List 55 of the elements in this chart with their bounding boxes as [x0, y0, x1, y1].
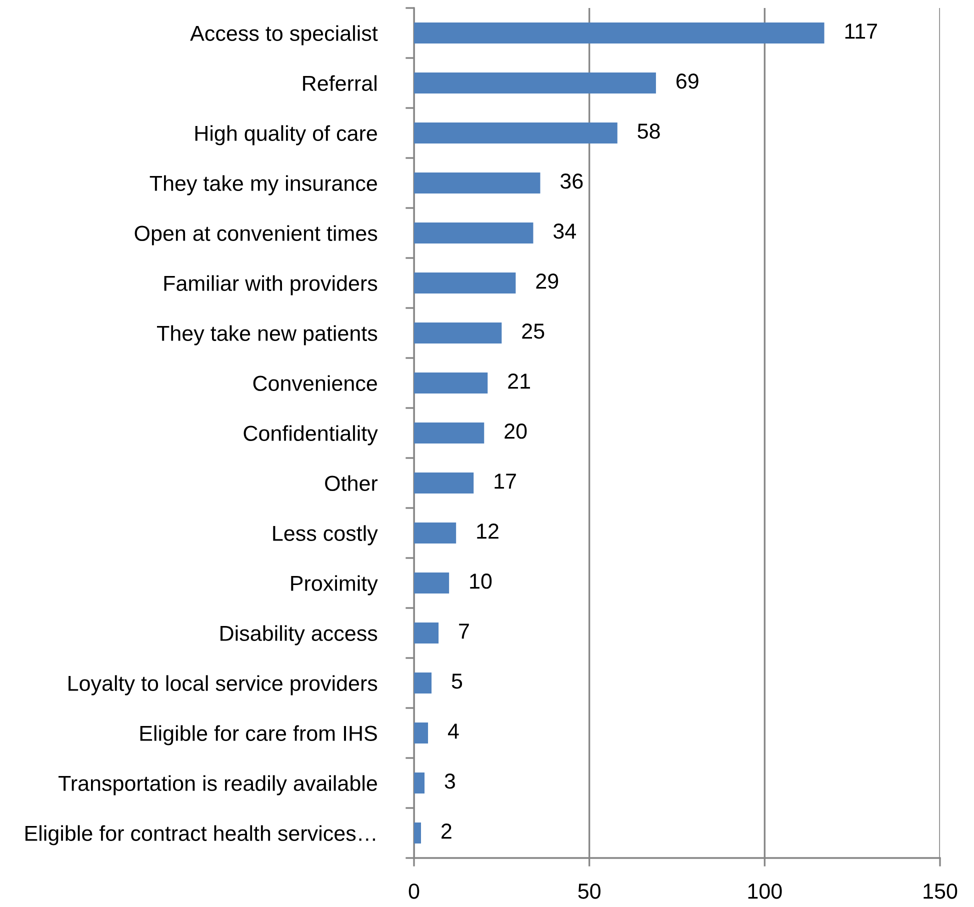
bar: [414, 572, 450, 594]
data-label: 17: [494, 474, 516, 489]
data-label: 69: [676, 74, 698, 89]
y-tick-label: Referral: [303, 75, 376, 92]
data-label: 117: [845, 24, 877, 39]
bar: [414, 372, 488, 394]
bar: [414, 22, 824, 44]
y-tick-label: Confidentiality: [244, 425, 378, 446]
data-label: 58: [638, 124, 660, 139]
y-tick-label: They take new patients: [157, 325, 378, 346]
data-label: 4: [448, 724, 459, 739]
data-label: 20: [504, 424, 527, 439]
y-tick-label: Loyalty to local service providers: [68, 675, 378, 696]
bar: [414, 122, 618, 144]
data-label: 25: [522, 324, 544, 339]
bar: [414, 222, 534, 244]
y-tick-label: Convenience: [253, 375, 377, 392]
bar: [414, 622, 439, 644]
bar: [414, 822, 422, 844]
bar: [414, 772, 425, 794]
data-label: 3: [444, 774, 455, 789]
data-label: 29: [536, 274, 558, 289]
data-label: 12: [477, 524, 498, 539]
y-tick-label: Transportation is readily available: [58, 775, 377, 796]
y-tick-label: Eligible for contract health services…: [26, 825, 375, 846]
y-tick-label: Other: [325, 475, 378, 492]
bar: [414, 72, 656, 94]
bar: [414, 672, 432, 694]
bar: [414, 172, 540, 194]
bar: [414, 422, 484, 444]
bar: [414, 322, 502, 344]
data-label: 5: [452, 674, 462, 689]
bar: [414, 722, 428, 744]
bar: [414, 522, 456, 544]
y-tick-label: Open at convenient times: [134, 225, 378, 246]
y-tick-label: Disability access: [220, 625, 378, 646]
x-tick-label: 150: [924, 884, 958, 899]
y-tick-label: Familiar with providers: [164, 275, 378, 296]
x-tick-label: 50: [578, 884, 600, 899]
y-tick-label: Access to specialist: [190, 25, 378, 46]
x-tick-label: 0: [408, 884, 420, 899]
data-label: 2: [442, 824, 452, 839]
y-tick-label: Proximity: [291, 575, 378, 596]
y-tick-label: Less costly: [273, 525, 378, 546]
data-label: 34: [553, 224, 576, 239]
data-label: 36: [560, 174, 583, 189]
data-label: 10: [470, 574, 492, 589]
data-label: 7: [459, 624, 469, 639]
bar: [414, 272, 516, 294]
y-tick-label: Eligible for care from IHS: [140, 725, 377, 746]
y-tick-label: High quality of care: [195, 125, 377, 146]
data-label: 21: [508, 374, 530, 389]
x-tick-label: 100: [748, 884, 782, 899]
y-tick-label: They take my insurance: [150, 175, 377, 196]
bar: [414, 472, 474, 494]
